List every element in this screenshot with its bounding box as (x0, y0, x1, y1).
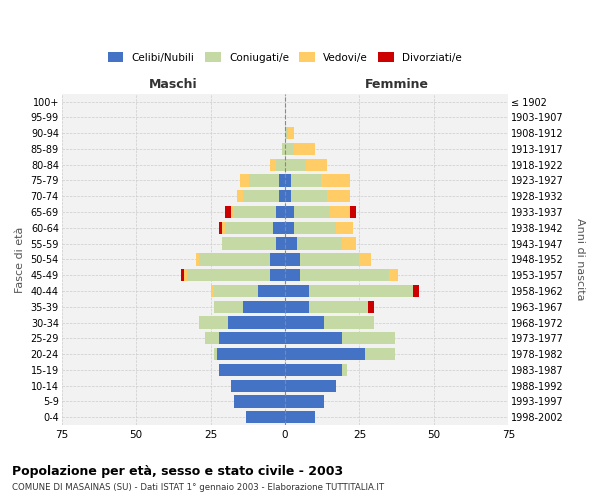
Bar (341, 332, 395, 344)
Bar (309, 285, 413, 297)
Bar (285, 316, 323, 328)
Bar (285, 364, 341, 376)
Bar (241, 174, 249, 186)
Bar (335, 222, 353, 234)
Bar (285, 269, 300, 281)
Bar (246, 411, 285, 424)
Bar (368, 300, 374, 313)
Bar (306, 158, 326, 171)
Bar (229, 316, 285, 328)
Bar (365, 348, 395, 360)
Bar (258, 285, 285, 297)
Text: Popolazione per età, sesso e stato civile - 2003: Popolazione per età, sesso e stato civil… (12, 465, 343, 478)
Bar (297, 238, 341, 250)
Bar (187, 269, 270, 281)
Bar (341, 238, 356, 250)
Bar (199, 254, 270, 266)
Bar (294, 143, 315, 155)
Bar (329, 206, 350, 218)
Bar (249, 174, 279, 186)
Bar (235, 206, 276, 218)
Bar (238, 190, 243, 202)
Bar (285, 222, 294, 234)
Bar (220, 332, 285, 344)
Bar (270, 254, 285, 266)
Bar (413, 285, 419, 297)
Bar (270, 269, 285, 281)
Bar (309, 300, 368, 313)
Bar (285, 396, 323, 407)
Y-axis label: Anni di nascita: Anni di nascita (575, 218, 585, 300)
Bar (285, 411, 315, 424)
Bar (285, 206, 294, 218)
Bar (220, 364, 285, 376)
Bar (220, 222, 223, 234)
Bar (285, 143, 294, 155)
Bar (217, 348, 285, 360)
Bar (276, 158, 285, 171)
Bar (181, 269, 184, 281)
Text: COMUNE DI MASAINAS (SU) - Dati ISTAT 1° gennaio 2003 - Elaborazione TUTTITALIA.I: COMUNE DI MASAINAS (SU) - Dati ISTAT 1° … (12, 482, 384, 492)
Bar (232, 380, 285, 392)
Bar (243, 300, 285, 313)
Bar (196, 254, 199, 266)
Bar (285, 127, 288, 140)
Bar (223, 222, 226, 234)
Bar (285, 300, 309, 313)
Bar (359, 254, 371, 266)
Bar (285, 254, 300, 266)
Bar (341, 364, 347, 376)
Bar (232, 206, 235, 218)
Bar (285, 380, 335, 392)
Bar (320, 174, 350, 186)
Bar (326, 190, 350, 202)
Bar (270, 158, 276, 171)
Bar (285, 348, 365, 360)
Y-axis label: Fasce di età: Fasce di età (15, 226, 25, 292)
Bar (279, 190, 285, 202)
Bar (285, 158, 306, 171)
Bar (323, 316, 374, 328)
Bar (291, 190, 326, 202)
Text: Femmine: Femmine (365, 78, 428, 90)
Bar (389, 269, 398, 281)
Bar (276, 238, 285, 250)
Bar (205, 332, 220, 344)
Bar (285, 332, 341, 344)
Bar (350, 206, 356, 218)
Bar (294, 206, 329, 218)
Bar (243, 190, 279, 202)
Bar (300, 269, 389, 281)
Bar (291, 174, 320, 186)
Bar (282, 143, 285, 155)
Bar (294, 222, 335, 234)
Text: Maschi: Maschi (149, 78, 197, 90)
Bar (199, 316, 229, 328)
Legend: Celibi/Nubili, Coniugati/e, Vedovi/e, Divorziati/e: Celibi/Nubili, Coniugati/e, Vedovi/e, Di… (108, 52, 462, 62)
Bar (214, 300, 243, 313)
Bar (211, 285, 214, 297)
Bar (279, 174, 285, 186)
Bar (214, 285, 258, 297)
Bar (285, 285, 309, 297)
Bar (235, 396, 285, 407)
Bar (273, 222, 285, 234)
Bar (223, 238, 276, 250)
Bar (226, 206, 232, 218)
Bar (285, 238, 297, 250)
Bar (285, 190, 291, 202)
Bar (288, 127, 294, 140)
Bar (276, 206, 285, 218)
Bar (300, 254, 359, 266)
Bar (226, 222, 273, 234)
Bar (214, 348, 217, 360)
Bar (285, 174, 291, 186)
Bar (184, 269, 187, 281)
